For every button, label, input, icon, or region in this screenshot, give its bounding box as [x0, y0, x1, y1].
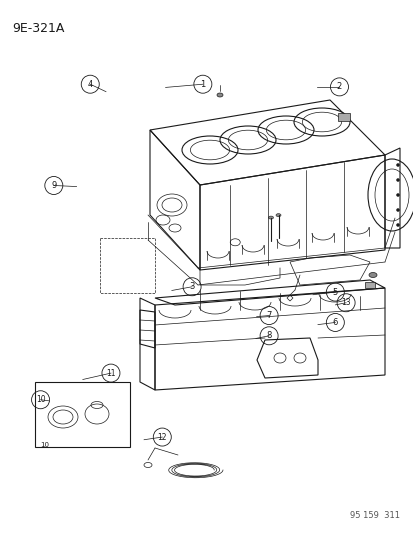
- Text: 2: 2: [336, 83, 341, 91]
- Text: 6: 6: [332, 318, 337, 327]
- Text: 1: 1: [200, 80, 205, 88]
- Ellipse shape: [368, 272, 376, 278]
- Circle shape: [396, 208, 399, 212]
- FancyBboxPatch shape: [364, 282, 374, 288]
- Text: 13: 13: [340, 298, 350, 307]
- Circle shape: [396, 164, 399, 166]
- Text: 5: 5: [332, 288, 337, 296]
- Circle shape: [396, 223, 399, 227]
- Circle shape: [396, 193, 399, 197]
- Ellipse shape: [216, 93, 223, 97]
- Ellipse shape: [275, 214, 280, 216]
- FancyBboxPatch shape: [337, 113, 349, 121]
- Text: 4: 4: [88, 80, 93, 88]
- Text: 8: 8: [266, 332, 271, 340]
- Text: 12: 12: [157, 433, 166, 441]
- Circle shape: [396, 179, 399, 182]
- Ellipse shape: [268, 216, 273, 219]
- Text: 3: 3: [189, 282, 194, 291]
- Text: 10: 10: [36, 395, 45, 404]
- Text: 9: 9: [51, 181, 56, 190]
- Text: 95 159  311: 95 159 311: [349, 511, 399, 520]
- Text: 10: 10: [40, 442, 50, 448]
- Text: 9E-321A: 9E-321A: [12, 22, 64, 35]
- Text: 11: 11: [106, 369, 115, 377]
- Text: 7: 7: [266, 311, 271, 320]
